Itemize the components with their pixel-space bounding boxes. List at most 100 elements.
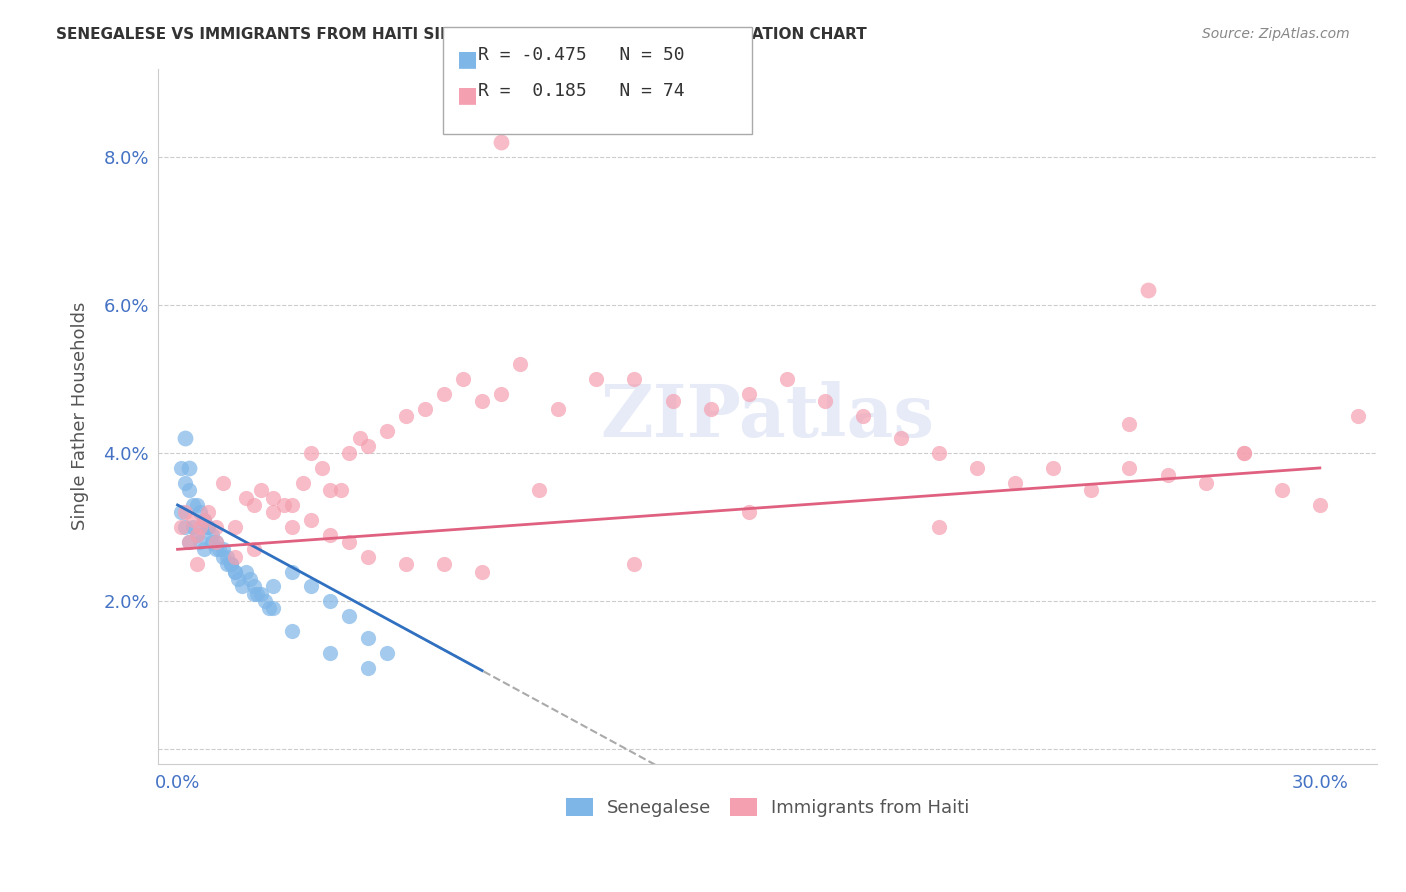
Point	[966, 461, 988, 475]
Point	[337, 608, 360, 623]
Point	[281, 624, 304, 638]
Point	[1118, 461, 1140, 475]
Point	[219, 557, 242, 571]
Point	[273, 498, 295, 512]
Point	[204, 542, 226, 557]
Point	[375, 424, 398, 438]
Point	[231, 579, 253, 593]
Point	[852, 409, 875, 424]
Point	[212, 475, 235, 490]
Point	[204, 535, 226, 549]
Point	[661, 394, 683, 409]
Point	[262, 505, 284, 519]
Point	[585, 372, 607, 386]
Point	[242, 587, 264, 601]
Point	[292, 475, 315, 490]
Point	[814, 394, 837, 409]
Point	[357, 631, 380, 645]
Text: Source: ZipAtlas.com: Source: ZipAtlas.com	[1202, 27, 1350, 41]
Point	[433, 387, 456, 401]
Point	[1347, 409, 1369, 424]
Point	[509, 358, 531, 372]
Legend: Senegalese, Immigrants from Haiti: Senegalese, Immigrants from Haiti	[558, 790, 977, 824]
Point	[1080, 483, 1102, 497]
Point	[186, 498, 208, 512]
Point	[311, 461, 333, 475]
Point	[235, 491, 257, 505]
Point	[299, 446, 322, 460]
Point	[224, 520, 246, 534]
Point	[299, 513, 322, 527]
Point	[242, 542, 264, 557]
Point	[262, 491, 284, 505]
Point	[174, 520, 197, 534]
Y-axis label: Single Father Households: Single Father Households	[72, 302, 89, 531]
Point	[890, 431, 912, 445]
Point	[1004, 475, 1026, 490]
Point	[235, 565, 257, 579]
Point	[246, 587, 269, 601]
Point	[330, 483, 353, 497]
Point	[181, 520, 204, 534]
Point	[623, 557, 645, 571]
Point	[190, 535, 212, 549]
Point	[250, 587, 273, 601]
Point	[299, 579, 322, 593]
Point	[197, 505, 219, 519]
Point	[281, 565, 304, 579]
Point	[547, 401, 569, 416]
Point	[170, 520, 193, 534]
Point	[170, 461, 193, 475]
Point	[177, 461, 200, 475]
Point	[623, 372, 645, 386]
Point	[219, 557, 242, 571]
Point	[337, 446, 360, 460]
Point	[349, 431, 371, 445]
Point	[197, 520, 219, 534]
Text: ■: ■	[457, 49, 478, 69]
Point	[181, 513, 204, 527]
Point	[212, 542, 235, 557]
Point	[174, 431, 197, 445]
Point	[357, 661, 380, 675]
Point	[170, 505, 193, 519]
Text: R =  0.185   N = 74: R = 0.185 N = 74	[478, 82, 685, 100]
Point	[186, 527, 208, 541]
Point	[250, 483, 273, 497]
Point	[262, 579, 284, 593]
Text: ZIPatlas: ZIPatlas	[600, 381, 935, 451]
Point	[242, 498, 264, 512]
Point	[281, 520, 304, 534]
Point	[204, 535, 226, 549]
Text: ■: ■	[457, 85, 478, 104]
Point	[1118, 417, 1140, 431]
Point	[190, 520, 212, 534]
Text: R = -0.475   N = 50: R = -0.475 N = 50	[478, 46, 685, 64]
Point	[177, 483, 200, 497]
Point	[177, 535, 200, 549]
Point	[1194, 475, 1216, 490]
Point	[1137, 284, 1160, 298]
Point	[177, 535, 200, 549]
Point	[212, 549, 235, 564]
Point	[193, 513, 215, 527]
Point	[215, 557, 238, 571]
Point	[193, 513, 215, 527]
Point	[319, 527, 342, 541]
Point	[319, 594, 342, 608]
Point	[186, 557, 208, 571]
Point	[281, 498, 304, 512]
Point	[174, 505, 197, 519]
Text: SENEGALESE VS IMMIGRANTS FROM HAITI SINGLE FATHER HOUSEHOLDS CORRELATION CHART: SENEGALESE VS IMMIGRANTS FROM HAITI SING…	[56, 27, 868, 42]
Point	[181, 498, 204, 512]
Point	[357, 549, 380, 564]
Point	[262, 601, 284, 615]
Point	[254, 594, 277, 608]
Point	[337, 535, 360, 549]
Point	[489, 136, 512, 150]
Point	[471, 565, 494, 579]
Point	[413, 401, 436, 416]
Point	[257, 601, 280, 615]
Point	[737, 505, 759, 519]
Point	[1042, 461, 1064, 475]
